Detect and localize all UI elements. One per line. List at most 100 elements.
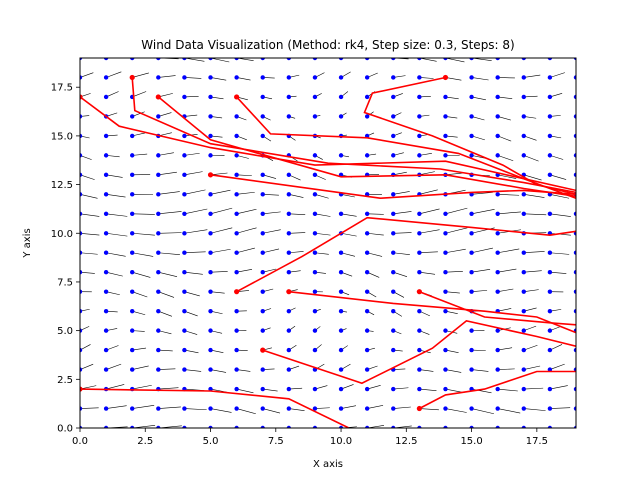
wind-vector bbox=[575, 272, 576, 273]
wind-vector bbox=[106, 291, 120, 296]
grid-point bbox=[495, 94, 500, 100]
grid-point bbox=[156, 75, 161, 80]
wind-vector bbox=[314, 58, 316, 59]
grid-point bbox=[312, 328, 318, 333]
wind-vector bbox=[445, 77, 462, 81]
y-axis: 0.0 2.5 5.0 7.5 10.0 12.5 15.0 17.5 bbox=[51, 83, 80, 435]
grid-point bbox=[391, 133, 396, 139]
wind-vector bbox=[236, 388, 254, 394]
wind-vector bbox=[236, 191, 255, 195]
grid-point bbox=[182, 406, 187, 411]
trajectory-start-point bbox=[207, 172, 214, 178]
wind-vector bbox=[497, 308, 512, 312]
grid-point bbox=[547, 270, 553, 275]
x-tick-label: 7.5 bbox=[268, 436, 284, 447]
grid-point bbox=[156, 192, 161, 197]
grid-point bbox=[573, 347, 576, 353]
wind-vector bbox=[340, 384, 354, 390]
grid-point bbox=[234, 328, 239, 333]
grid-point bbox=[234, 386, 239, 392]
wind-vector bbox=[314, 252, 329, 255]
wind-vector bbox=[184, 251, 206, 254]
trajectory-line bbox=[131, 77, 576, 194]
grid-point bbox=[469, 58, 474, 61]
wind-vector bbox=[340, 252, 356, 257]
wind-vector bbox=[576, 54, 592, 58]
wind-vector bbox=[575, 233, 576, 234]
grid-point bbox=[417, 347, 422, 353]
wind-vector bbox=[236, 369, 251, 372]
grid-point bbox=[338, 347, 344, 353]
wind-vector bbox=[419, 271, 436, 275]
wind-vector bbox=[445, 271, 463, 273]
grid-point bbox=[338, 289, 344, 294]
grid-point bbox=[573, 58, 576, 61]
wind-vector bbox=[497, 347, 513, 351]
grid-point bbox=[391, 308, 396, 314]
grid-point bbox=[260, 114, 265, 119]
wind-vector bbox=[184, 152, 200, 156]
wind-vector bbox=[497, 116, 511, 121]
wind-vector bbox=[80, 363, 94, 370]
grid-point bbox=[547, 289, 553, 294]
trajectory-line bbox=[288, 290, 576, 334]
grid-point bbox=[80, 231, 83, 236]
grid-point bbox=[391, 114, 396, 119]
grid-point bbox=[417, 114, 422, 119]
wind-vector bbox=[575, 311, 576, 312]
wind-vector bbox=[523, 307, 537, 312]
grid-point bbox=[338, 386, 344, 392]
grid-point bbox=[286, 250, 292, 255]
wind-vector bbox=[523, 365, 541, 370]
grid-point bbox=[573, 289, 576, 294]
grid-point bbox=[260, 75, 265, 80]
grid-point bbox=[286, 114, 292, 119]
wind-vector bbox=[132, 365, 149, 370]
wind-vector bbox=[184, 229, 208, 234]
wind-vector bbox=[314, 213, 331, 217]
wind-vector bbox=[262, 388, 278, 392]
grid-point bbox=[286, 308, 292, 314]
grid-point bbox=[443, 231, 448, 236]
grid-point bbox=[495, 386, 500, 392]
grid-point bbox=[260, 231, 265, 236]
grid-point bbox=[338, 211, 344, 216]
wind-vector bbox=[575, 291, 576, 292]
wind-vector bbox=[210, 291, 225, 294]
grid-point bbox=[547, 308, 553, 314]
grid-point bbox=[417, 386, 422, 392]
grid-point bbox=[182, 308, 187, 314]
grid-point bbox=[573, 153, 576, 158]
wind-vector bbox=[106, 232, 128, 237]
grid-point bbox=[364, 250, 370, 255]
grid-point bbox=[103, 231, 109, 236]
wind-vector bbox=[236, 208, 257, 215]
trajectories bbox=[80, 74, 576, 428]
wind-vector bbox=[210, 227, 233, 234]
grid-point bbox=[547, 94, 553, 100]
grid-point bbox=[208, 425, 213, 428]
grid-point bbox=[103, 211, 109, 216]
plot-area bbox=[80, 54, 592, 428]
grid-point bbox=[103, 347, 109, 353]
wind-vector bbox=[419, 251, 438, 254]
wind-vector bbox=[132, 213, 155, 215]
wind-vector bbox=[341, 213, 357, 217]
wind-vector bbox=[158, 310, 173, 317]
grid-point bbox=[130, 308, 135, 314]
grid-point bbox=[103, 425, 109, 428]
grid-point bbox=[495, 75, 500, 80]
grid-point bbox=[521, 347, 526, 353]
grid-point bbox=[156, 153, 161, 158]
grid-point bbox=[260, 192, 265, 197]
grid-point bbox=[338, 425, 344, 428]
wind-vector bbox=[132, 405, 155, 409]
grid-point bbox=[312, 114, 318, 119]
grid-point bbox=[312, 153, 318, 158]
grid-point bbox=[364, 328, 370, 333]
wind-vector bbox=[106, 363, 122, 370]
wind-vector bbox=[523, 344, 538, 351]
wind-vector bbox=[106, 271, 123, 277]
wind-vector bbox=[184, 291, 200, 297]
trajectory-line bbox=[80, 96, 576, 192]
